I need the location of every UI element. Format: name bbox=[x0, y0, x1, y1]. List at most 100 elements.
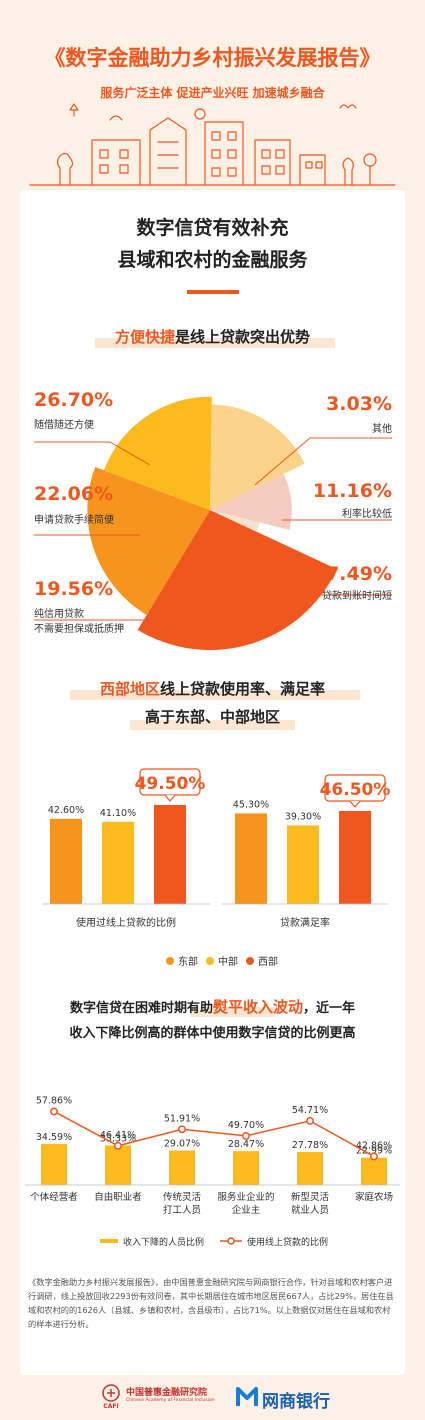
region-bar-value-label: 42.60% bbox=[48, 805, 84, 816]
mybank-logo: 网商银行 bbox=[236, 1386, 346, 1412]
legend-label: 中部 bbox=[218, 955, 238, 968]
pie-value-label: 17.49% bbox=[313, 563, 392, 585]
online-loan-line-label: 42.86% bbox=[356, 1140, 392, 1151]
region-bar bbox=[339, 811, 371, 904]
occupation-x-label: 家庭农场 bbox=[355, 1191, 393, 1203]
footnote: 《数字金融助力乡村振兴发展报告》，由中国普惠金融研究院与网商银行合作，针对县域和… bbox=[28, 1277, 394, 1329]
section2-title-highlight-bg2 bbox=[130, 720, 295, 730]
pie-slice bbox=[103, 396, 212, 510]
income-drop-bar-label: 29.07% bbox=[164, 1138, 200, 1149]
combo-legend: 收入下降的人员比例 使用线上贷款的比例 bbox=[100, 1236, 328, 1248]
region-bar-marks: 42.60% 41.10% 49.50% 45.30% 39.30% 46.50% bbox=[48, 768, 391, 904]
section3-title-line2: 收入下降比例高的群体中使用数字信贷的比例更高 bbox=[69, 1026, 356, 1041]
region-bar bbox=[50, 818, 82, 904]
income-drop-bar bbox=[233, 1151, 259, 1185]
pie-value-label: 26.70% bbox=[34, 389, 113, 411]
cafi-name-en: Chinese Academy of Financial Inclusion bbox=[126, 1398, 215, 1403]
callout-pointer bbox=[349, 800, 361, 808]
region-bar bbox=[102, 821, 134, 904]
report-subtitle: 服务广泛主体 促进产业兴旺 加速城乡融合 bbox=[100, 86, 325, 100]
pie-category-label: 利率比较低 bbox=[342, 507, 392, 520]
online-loan-point bbox=[242, 1131, 250, 1140]
income-drop-bar-label: 28.47% bbox=[228, 1139, 264, 1150]
occupation-x-label: 自由职业者 bbox=[94, 1191, 142, 1203]
x-category-label: 贷款满足率 bbox=[280, 916, 330, 929]
legend-dot-west bbox=[246, 957, 254, 965]
pie-leader-line bbox=[269, 559, 392, 596]
pie-leader-line bbox=[254, 437, 392, 486]
online-loan-point bbox=[306, 1116, 314, 1125]
section1-title: 方便快捷是线上贷款突出优势 bbox=[20, 326, 405, 347]
section2-title-line2: 高于东部、中部地区 bbox=[144, 708, 280, 726]
online-loan-point bbox=[370, 1152, 378, 1161]
section3-title-highlight: 熨平收入波动 bbox=[212, 998, 303, 1016]
pie-value-label: 11.16% bbox=[313, 480, 392, 502]
callout-pointer bbox=[164, 794, 176, 802]
occupation-x-label: 传统灵活打工人员 bbox=[163, 1191, 202, 1216]
income-drop-bar bbox=[361, 1157, 387, 1185]
online-loan-line-label: 57.86% bbox=[36, 1095, 72, 1106]
pie-slice bbox=[210, 510, 260, 532]
pie-value-label: 3.03% bbox=[326, 393, 392, 415]
region-bar bbox=[287, 825, 319, 904]
section3-title-highlight-bg bbox=[190, 1007, 275, 1017]
region-bar-value-label: 39.30% bbox=[285, 811, 321, 822]
pie-category-label: 随借随还方便 bbox=[34, 418, 94, 431]
cafi-emblem-icon: CAFI bbox=[102, 1384, 120, 1410]
section1-title-highlight-bg bbox=[95, 338, 335, 348]
section3-title-pre: 数字信贷在困难时期有助 bbox=[69, 1001, 213, 1016]
legend-bar-swatch bbox=[100, 1239, 118, 1243]
pie-leader-line bbox=[34, 584, 206, 621]
region-bar-value-label: 45.30% bbox=[233, 799, 269, 810]
pie-chart: 26.70% 随借随还方便 22.06% 申请贷款手续简便 19.56% 纯信用… bbox=[34, 389, 392, 650]
income-drop-bar-label: 33.33% bbox=[100, 1133, 136, 1144]
income-drop-bar bbox=[297, 1151, 323, 1185]
income-drop-bar bbox=[169, 1150, 195, 1185]
legend-label: 西部 bbox=[258, 955, 278, 968]
occupation-x-label: 服务业企业的企业主 bbox=[217, 1191, 274, 1216]
pie-category-label: 贷款到账时间短 bbox=[322, 589, 392, 602]
region-bar bbox=[235, 813, 267, 904]
title-underline bbox=[187, 290, 239, 294]
pie-category-label: 申请贷款手续简便 bbox=[34, 513, 114, 526]
income-drop-bar bbox=[105, 1145, 131, 1185]
pie-value-label: 19.56% bbox=[34, 578, 113, 600]
pie-leader-line bbox=[34, 441, 151, 466]
pie-category-label: 其他 bbox=[372, 422, 392, 435]
occupation-x-label: 个体经营者 bbox=[30, 1191, 78, 1203]
online-loan-line-label: 51.91% bbox=[164, 1113, 200, 1124]
online-loan-point bbox=[50, 1107, 58, 1116]
legend: 东部 中部 西部 bbox=[166, 955, 278, 968]
income-combo-chart: 34.59% 33.33% 29.07% 28.47% 27.78% 22.99% 57.… bbox=[25, 1095, 400, 1248]
pie-slice bbox=[137, 510, 337, 650]
section1-title-rest: 是线上贷款突出优势 bbox=[175, 328, 311, 346]
region-bar-value-label: 41.10% bbox=[100, 808, 136, 819]
combo-bar-marks: 34.59% 33.33% 29.07% 28.47% 27.78% 22.99% bbox=[25, 1132, 400, 1186]
online-loan-point bbox=[178, 1125, 186, 1134]
income-drop-bar-label: 27.78% bbox=[292, 1140, 328, 1151]
mybank-m-icon bbox=[236, 1387, 258, 1406]
region-bar bbox=[154, 805, 186, 904]
pie-category-label-multiline: 纯信用贷款不需要担保或抵质押 bbox=[34, 607, 124, 635]
combo-line-marks: 57.86% 46.41% 51.91% 49.70% 54.71% 42.86% bbox=[36, 1095, 392, 1161]
online-loan-line bbox=[53, 1110, 375, 1158]
online-loan-line-label: 54.71% bbox=[292, 1105, 328, 1116]
income-drop-bar-label: 22.99% bbox=[356, 1146, 392, 1157]
pie-leader-lines bbox=[34, 437, 392, 621]
legend-dot-east bbox=[166, 957, 174, 965]
card-title-line1: 数字信贷有效补充 bbox=[136, 217, 289, 239]
pie-slice bbox=[87, 466, 210, 615]
town-skyline-illustration bbox=[29, 103, 396, 186]
section2-title-highlight: 西部地区 bbox=[99, 680, 160, 698]
pie-slice bbox=[210, 474, 292, 530]
section3-title-post: ，近一年 bbox=[303, 1001, 356, 1016]
region-bar-value-label: 46.50% bbox=[320, 780, 391, 800]
cafi-logo: CAFI 中国普惠金融研究院 Chinese Academy of Financ… bbox=[100, 1384, 215, 1414]
section1-title-highlight: 方便快捷 bbox=[114, 328, 175, 346]
region-bar-value-label: 49.50% bbox=[135, 774, 206, 794]
pie-slice bbox=[210, 404, 305, 510]
section3-title-line1: 数字信贷在困难时期有助熨平收入波动，近一年 bbox=[20, 996, 405, 1017]
legend-line-marker bbox=[227, 1237, 235, 1245]
x-category-label: 使用过线上贷款的比例 bbox=[76, 916, 176, 929]
